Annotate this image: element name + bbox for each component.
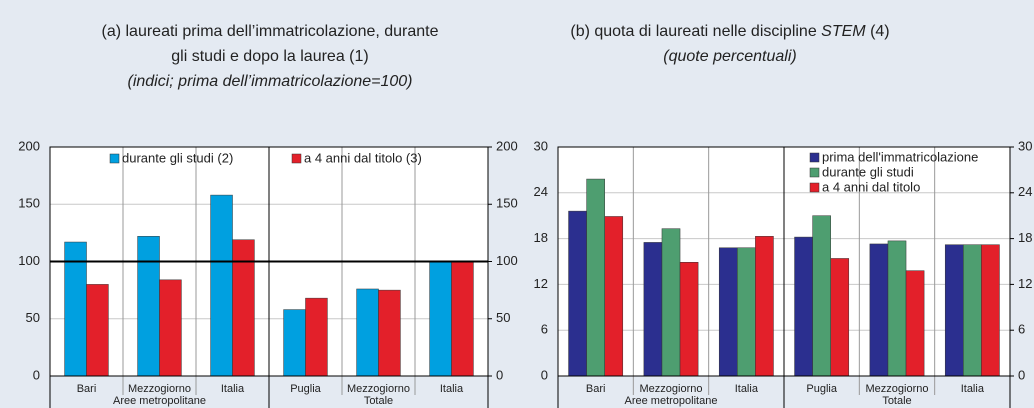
bar (755, 236, 774, 377)
chart-title: (a) laureati prima dell’immatricolazione… (101, 23, 438, 40)
bar (159, 279, 182, 377)
y2-tick-label: 18 (1018, 230, 1032, 245)
y-tick-label: 100 (18, 253, 40, 268)
x-tick-label: Bari (77, 383, 97, 395)
bar (86, 284, 109, 377)
x-tick-label: Mezzogiorno (347, 383, 410, 395)
x-tick-label: Italia (961, 383, 985, 395)
y2-tick-label: 0 (1018, 367, 1025, 382)
x-tick-label: Mezzogiorno (640, 383, 703, 395)
y2-tick-label: 12 (1018, 276, 1032, 291)
bar (305, 297, 328, 377)
title-part: (b) quota di laureati nelle discipline (570, 23, 821, 40)
bar (887, 240, 907, 377)
legend-swatch (109, 153, 120, 164)
bar (981, 244, 1000, 377)
bar (378, 289, 401, 377)
chart-subtitle: (indici; prima dell’immatricolazione=100… (128, 73, 413, 90)
bar (451, 261, 474, 377)
chart-title: (b) quota di laureati nelle discipline S… (570, 23, 889, 40)
y-tick-label: 0 (541, 367, 548, 382)
title-part: (4) (866, 23, 890, 40)
y-tick-label: 18 (534, 230, 548, 245)
x-tick-label: Italia (221, 383, 245, 395)
title-part: STEM (821, 23, 866, 40)
y2-tick-label: 30 (1018, 138, 1032, 153)
group-label: Aree metropolitane (113, 395, 206, 407)
legend-label: durante gli studi (2) (122, 150, 233, 165)
bar (812, 215, 831, 377)
x-tick-label: Mezzogiorno (128, 383, 191, 395)
bar (830, 258, 850, 377)
y-tick-label: 24 (534, 184, 548, 199)
y2-tick-label: 50 (496, 310, 510, 325)
group-label: Totale (882, 395, 911, 407)
x-tick-label: Puglia (290, 383, 321, 395)
y2-tick-label: 200 (496, 138, 518, 153)
y2-tick-label: 6 (1018, 322, 1025, 337)
y-tick-label: 0 (33, 367, 40, 382)
bar (905, 270, 925, 377)
group-label: Aree metropolitane (625, 395, 718, 407)
bar (643, 242, 663, 377)
y-tick-label: 50 (26, 310, 40, 325)
y2-tick-label: 100 (496, 253, 518, 268)
bar (718, 247, 738, 377)
bar (429, 261, 452, 377)
legend-swatch (291, 153, 302, 164)
y-tick-label: 200 (18, 138, 40, 153)
x-tick-label: Mezzogiorno (866, 383, 929, 395)
y2-tick-label: 150 (496, 196, 518, 211)
x-tick-label: Italia (440, 383, 464, 395)
y-tick-label: 30 (534, 138, 548, 153)
bar (679, 262, 699, 377)
bar (568, 210, 587, 377)
y-tick-label: 12 (534, 276, 548, 291)
y-tick-label: 6 (541, 322, 548, 337)
legend-label: durante gli studi (822, 164, 914, 179)
chart-title: gli studi e dopo la laurea (1) (171, 48, 368, 65)
plot-frame (49, 146, 489, 377)
bar (794, 236, 813, 377)
x-tick-label: Italia (735, 383, 759, 395)
legend-swatch (809, 167, 820, 178)
bar (210, 194, 233, 377)
bar (586, 178, 605, 377)
legend-label: prima dell'immatricolazione (822, 149, 978, 164)
group-label: Totale (364, 395, 393, 407)
x-tick-label: Bari (586, 383, 606, 395)
legend-label: a 4 anni dal titolo (822, 179, 920, 194)
bar (737, 247, 756, 377)
bar (283, 309, 306, 377)
bar (869, 243, 889, 377)
bar (137, 236, 160, 377)
bar (232, 239, 255, 377)
bar (356, 288, 379, 377)
bar (604, 216, 624, 377)
y-tick-label: 150 (18, 196, 40, 211)
legend-swatch (809, 152, 820, 163)
legend-label: a 4 anni dal titolo (3) (304, 150, 422, 165)
y2-tick-label: 0 (496, 367, 503, 382)
x-tick-label: Puglia (806, 383, 837, 395)
y2-tick-label: 24 (1018, 184, 1032, 199)
plot-frame (557, 146, 1011, 377)
legend-swatch (809, 182, 820, 193)
chart-subtitle: (quote percentuali) (663, 48, 796, 65)
bar (963, 244, 982, 377)
bar (944, 244, 964, 377)
bar (661, 228, 681, 377)
